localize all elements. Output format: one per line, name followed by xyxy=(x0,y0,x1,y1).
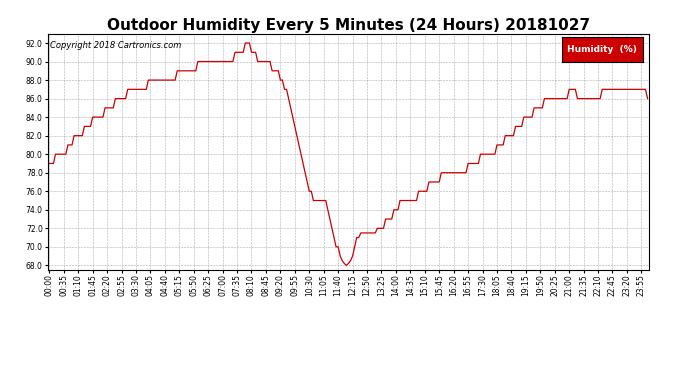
Title: Outdoor Humidity Every 5 Minutes (24 Hours) 20181027: Outdoor Humidity Every 5 Minutes (24 Hou… xyxy=(107,18,590,33)
Text: Copyright 2018 Cartronics.com: Copyright 2018 Cartronics.com xyxy=(50,41,181,50)
